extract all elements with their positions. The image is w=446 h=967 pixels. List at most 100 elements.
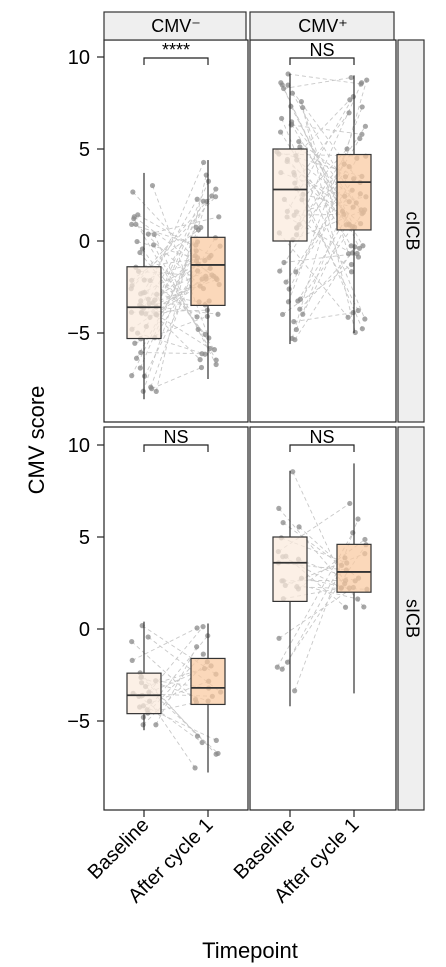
y-tick-label: 5 bbox=[79, 139, 90, 161]
pair-line bbox=[142, 665, 212, 696]
point-after bbox=[216, 214, 222, 220]
point-after bbox=[352, 244, 358, 250]
pair-line bbox=[294, 246, 356, 340]
point-baseline bbox=[129, 657, 135, 664]
pair-line bbox=[155, 313, 211, 349]
pair-line bbox=[147, 636, 221, 693]
point-baseline bbox=[129, 373, 135, 379]
column-strip-box bbox=[103, 11, 247, 41]
significance-label: NS bbox=[309, 40, 334, 60]
point-baseline bbox=[285, 82, 291, 88]
pair-line bbox=[138, 696, 203, 743]
point-baseline bbox=[281, 85, 287, 92]
y-tick-label: 10 bbox=[68, 47, 90, 69]
point-baseline bbox=[140, 722, 146, 728]
point-baseline bbox=[290, 469, 296, 475]
panel-0: **** bbox=[103, 39, 249, 423]
panel-1: NS bbox=[249, 39, 397, 423]
pair-line bbox=[282, 264, 352, 315]
pair-line bbox=[153, 234, 199, 330]
point-baseline bbox=[148, 384, 154, 390]
point-baseline bbox=[132, 340, 138, 346]
point-baseline bbox=[289, 335, 295, 342]
point-baseline bbox=[280, 520, 286, 526]
column-strip-box bbox=[249, 11, 395, 41]
box-iqr bbox=[272, 536, 308, 603]
pair-line bbox=[283, 252, 358, 263]
y-axis-title: CMV score bbox=[24, 386, 49, 495]
panel-frame bbox=[249, 39, 397, 423]
point-after bbox=[345, 314, 351, 320]
pair-line bbox=[299, 252, 353, 310]
box-iqr bbox=[336, 153, 372, 231]
point-baseline bbox=[129, 221, 135, 228]
point-baseline bbox=[145, 634, 151, 640]
y-tick-label: −5 bbox=[67, 711, 90, 733]
point-baseline bbox=[297, 296, 303, 302]
point-after bbox=[359, 326, 365, 332]
point-baseline bbox=[300, 104, 306, 111]
pair-line bbox=[155, 646, 198, 725]
point-baseline bbox=[129, 638, 135, 645]
point-after bbox=[200, 624, 206, 630]
pair-line bbox=[150, 257, 198, 388]
point-after bbox=[355, 596, 361, 602]
point-baseline bbox=[279, 311, 286, 318]
pair-line bbox=[132, 627, 198, 661]
point-after bbox=[360, 243, 366, 249]
point-baseline bbox=[288, 103, 294, 109]
point-after bbox=[194, 314, 200, 320]
y-tick-label: 10 bbox=[68, 435, 90, 457]
point-baseline bbox=[130, 189, 136, 195]
box-iqr bbox=[126, 266, 162, 340]
pair-line bbox=[131, 223, 197, 246]
pair-line bbox=[139, 680, 209, 708]
pair-line bbox=[285, 555, 346, 608]
pair-line bbox=[131, 641, 196, 700]
box-iqr bbox=[336, 543, 372, 593]
point-baseline bbox=[292, 688, 298, 694]
point-after bbox=[362, 316, 368, 322]
row-strip-label: sICB bbox=[402, 599, 422, 638]
point-after bbox=[348, 269, 355, 275]
pair-line bbox=[141, 255, 196, 314]
point-after bbox=[197, 357, 203, 363]
panel-frame bbox=[103, 39, 249, 423]
pair-line bbox=[280, 82, 360, 249]
point-after bbox=[211, 347, 218, 353]
pair-line bbox=[295, 99, 351, 156]
pair-line bbox=[155, 174, 207, 392]
point-after bbox=[198, 224, 204, 231]
box-iqr bbox=[190, 236, 226, 307]
point-baseline bbox=[133, 355, 140, 361]
box-iqr bbox=[190, 657, 226, 706]
point-after bbox=[362, 536, 368, 543]
point-after bbox=[215, 311, 221, 317]
point-after bbox=[355, 307, 361, 314]
pair-line bbox=[281, 537, 347, 564]
point-after bbox=[195, 326, 201, 332]
pair-line bbox=[300, 212, 364, 300]
point-baseline bbox=[277, 268, 283, 274]
point-baseline bbox=[137, 365, 143, 371]
pair-line bbox=[298, 526, 342, 566]
pair-line bbox=[131, 195, 213, 286]
point-baseline bbox=[281, 259, 287, 266]
point-baseline bbox=[277, 129, 284, 135]
point-after bbox=[202, 331, 208, 337]
point-baseline bbox=[140, 388, 146, 394]
point-baseline bbox=[135, 212, 141, 218]
point-baseline bbox=[153, 388, 159, 394]
pair-line bbox=[133, 218, 217, 361]
column-strip-label: CMV⁻ bbox=[151, 16, 201, 36]
pair-line bbox=[283, 77, 352, 89]
point-after bbox=[362, 123, 369, 129]
point-after bbox=[200, 198, 206, 204]
pair-line bbox=[148, 216, 219, 235]
point-baseline bbox=[151, 242, 157, 248]
pair-line bbox=[278, 562, 347, 571]
strips: CMV⁻ CMV⁺ cICB sICB bbox=[103, 11, 425, 811]
box-iqr bbox=[126, 672, 162, 715]
pair-line bbox=[298, 141, 346, 178]
